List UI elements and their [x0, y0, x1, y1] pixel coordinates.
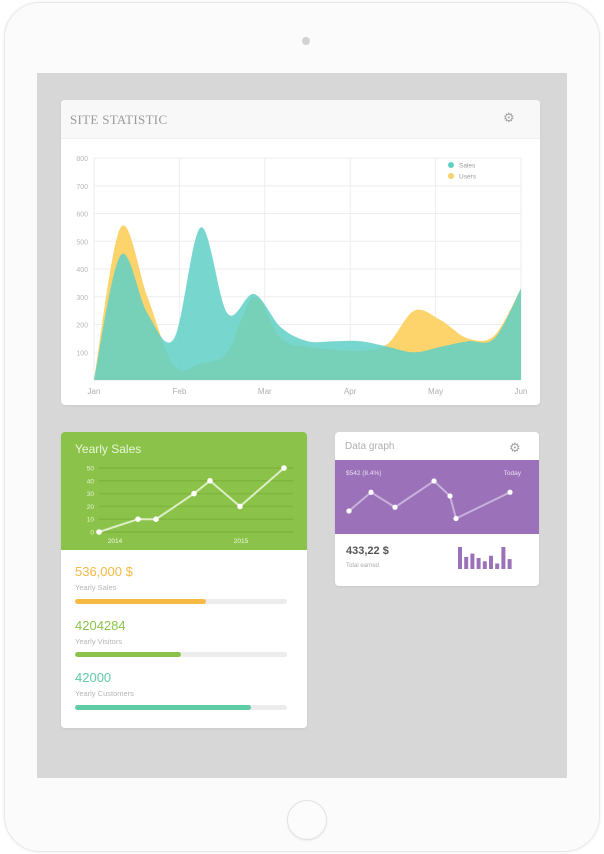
x-tick-label: Jun	[515, 387, 528, 396]
data-point	[135, 516, 141, 522]
mini-bar	[470, 553, 475, 569]
stat-value: 536,000 $	[75, 564, 133, 579]
data-point	[96, 529, 102, 535]
site-statistic-title: SITE STATISTIC	[70, 112, 168, 127]
yearly-sales-title: Yearly Sales	[75, 442, 142, 456]
stat-label: Yearly Visitors	[75, 637, 123, 646]
y-tick-label: 500	[76, 239, 88, 246]
series-line	[348, 479, 511, 520]
y-tick-label: 20	[87, 504, 95, 511]
data-graph-chart: $542 (8.4%) Today	[346, 470, 522, 522]
x-tick-label: Mar	[258, 387, 272, 396]
stat-value: 42000	[75, 670, 112, 685]
data-graph-right-caption: Today	[504, 470, 522, 477]
y-tick-label: 200	[76, 323, 88, 330]
mini-bar	[464, 556, 469, 569]
data-graph-card: Data graph ⚙ $542 (8.4%) Today 433,22 $ T…	[335, 432, 539, 586]
y-tick-label: 100	[76, 350, 88, 357]
progress-bar-fill	[75, 652, 181, 657]
progress-bar-fill	[75, 599, 207, 604]
site-statistic-header: SITE STATISTIC ⚙	[61, 100, 540, 139]
y-tick-label: 800	[76, 156, 88, 163]
stat-value: 4204284	[75, 618, 126, 633]
data-point	[281, 465, 287, 471]
mini-bar	[482, 561, 487, 569]
mini-bar	[489, 555, 493, 569]
y-tick-label: 400	[76, 267, 88, 274]
data-point	[431, 478, 437, 484]
series-line	[98, 467, 285, 533]
camera-dot	[302, 37, 310, 45]
y-tick-label: 10	[87, 517, 95, 524]
site-statistic-chart: 100 200 300 400 500 600 700 800 Jan Feb Mar Apr May J…	[76, 156, 528, 396]
stat-yearly-sales: 536,000 $ Yearly Sales	[75, 564, 293, 604]
x-tick-label: Feb	[173, 387, 187, 396]
home-button[interactable]	[287, 800, 327, 840]
data-graph-amount: 433,22 $	[346, 545, 389, 557]
x-tick-label: Apr	[344, 387, 357, 396]
y-tick-label: 600	[76, 212, 88, 219]
x-tick-label: Jan	[88, 387, 101, 396]
gear-icon[interactable]: ⚙	[503, 110, 515, 125]
stat-yearly-customers: 42000 Yearly Customers	[75, 670, 293, 710]
data-point	[207, 478, 213, 484]
x-tick-label: May	[428, 387, 443, 396]
stat-label: Yearly Customers	[75, 689, 134, 698]
x-tick-label: 2015	[234, 538, 249, 545]
data-point	[153, 516, 159, 522]
progress-bar-fill	[75, 705, 251, 710]
progress-bar-track	[75, 705, 287, 710]
y-tick-label: 50	[87, 466, 95, 473]
data-point	[191, 490, 197, 497]
mini-bar	[495, 563, 500, 569]
mini-bar-chart	[458, 547, 512, 569]
gear-icon[interactable]: ⚙	[509, 440, 521, 455]
mini-bar	[476, 558, 481, 569]
data-point	[447, 493, 453, 499]
stat-yearly-visitors: 4204284 Yearly Visitors	[75, 618, 293, 657]
mini-bar	[501, 547, 506, 569]
mini-bar	[507, 559, 512, 569]
area-series-users	[94, 225, 521, 380]
y-tick-label: 0	[90, 530, 94, 537]
progress-bar-track	[75, 599, 287, 604]
legend-swatch	[448, 162, 454, 168]
data-point	[392, 504, 398, 510]
data-graph-amount-label: Total earned	[346, 563, 380, 569]
data-point	[237, 503, 243, 510]
x-tick-label: 2014	[108, 538, 123, 545]
site-statistic-card: SITE STATISTIC ⚙ 100 200 300 400 500 600 700 80…	[61, 100, 540, 405]
area-series-sales	[94, 227, 521, 380]
yearly-sales-header: Yearly Sales 0 10 20 30 40 50 2014 2015	[61, 432, 307, 550]
y-tick-label: 40	[87, 478, 95, 485]
mini-bar	[458, 547, 462, 569]
data-point	[346, 508, 352, 514]
stat-label: Yearly Sales	[75, 583, 117, 592]
y-tick-label: 300	[76, 295, 88, 302]
legend-label: Users	[459, 174, 477, 181]
data-graph-left-caption: $542 (8.4%)	[346, 470, 381, 477]
yearly-sales-card: Yearly Sales 0 10 20 30 40 50 2014 2015 536,000…	[61, 432, 307, 728]
legend-swatch	[448, 173, 454, 179]
data-point	[453, 515, 459, 522]
y-tick-label: 30	[87, 491, 95, 498]
data-point	[507, 489, 513, 495]
y-tick-label: 700	[76, 184, 88, 191]
yearly-sales-chart: 0 10 20 30 40 50 2014 2015	[87, 465, 293, 545]
data-point	[368, 489, 374, 495]
data-graph-panel: $542 (8.4%) Today	[335, 460, 539, 534]
data-graph-title: Data graph	[345, 441, 395, 452]
legend-label: Sales	[459, 163, 476, 170]
progress-bar-track	[75, 652, 287, 657]
